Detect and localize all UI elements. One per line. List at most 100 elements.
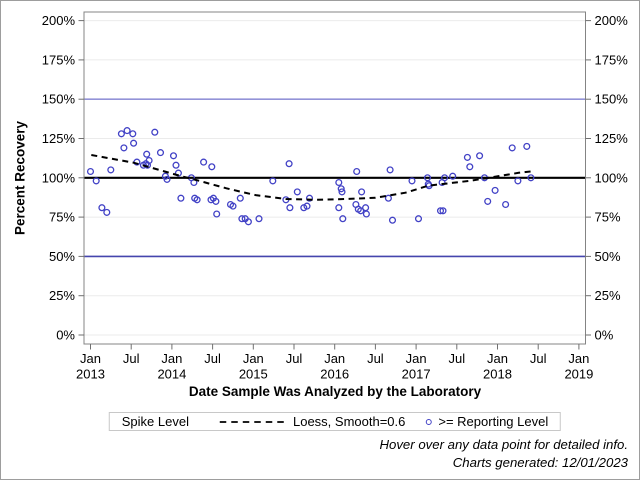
scatter-point[interactable] [156,149,165,157]
y-tick-label-right: 75% [595,210,621,225]
scatter-point[interactable] [357,207,365,215]
scatter-point[interactable] [449,172,457,180]
y-tick-label: 25% [49,288,75,303]
scatter-point[interactable] [335,178,343,187]
x-tick-year-label: 2019 [564,367,593,382]
scatter-point[interactable] [172,161,180,169]
scatter-point[interactable] [107,166,115,174]
y-tick-label-right: 150% [595,92,629,107]
y-tick-label-right: 100% [595,170,629,185]
y-tick-label: 50% [49,249,75,264]
scatter-point[interactable] [98,204,106,212]
scatter-point[interactable] [145,156,153,165]
scatter-point[interactable] [338,188,346,196]
scatter-point[interactable] [269,177,277,185]
scatter-point[interactable] [255,215,263,223]
scatter-point[interactable] [129,130,137,138]
scatter-point[interactable] [388,216,397,224]
scatter-point[interactable] [441,174,449,182]
scatter-point[interactable] [384,194,392,202]
circle-marker-icon [425,418,432,425]
scatter-point[interactable] [169,152,178,160]
legend-title: Spike Level [121,414,189,429]
x-tick-label: Jul [530,351,547,366]
x-tick-label: Jul [123,351,140,366]
scatter-point[interactable] [303,202,311,210]
scatter-point[interactable] [293,188,301,196]
scatter-point[interactable] [502,200,510,209]
scatter-point[interactable] [527,174,535,182]
footnote-generated: Charts generated: 12/01/2023 [452,454,628,470]
x-tick-label: Jan [161,351,182,366]
x-tick-year-label: 2015 [239,367,268,382]
scatter-point[interactable] [193,196,201,204]
y-tick-label: 175% [42,52,76,67]
scatter-point[interactable] [213,210,221,218]
scatter-point[interactable] [103,208,111,216]
y-tick-label-right: 125% [595,131,629,146]
x-tick-year-label: 2017 [402,367,431,382]
scatter-point[interactable] [353,167,361,176]
scatter-point[interactable] [335,204,343,212]
scatter-point[interactable] [491,186,499,194]
scatter-point[interactable] [362,204,370,212]
y-tick-label: 200% [42,13,76,28]
x-tick-label: Jan [80,351,101,366]
legend-item-label: Loess, Smooth=0.6 [292,414,406,429]
scatter-point[interactable] [339,215,347,223]
x-axis-title: Date Sample Was Analyzed by the Laborato… [188,384,482,399]
scatter-point[interactable] [463,153,471,161]
x-tick-label: Jul [286,351,303,366]
loess-curve [91,154,532,201]
x-tick-year-label: 2016 [320,367,349,382]
y-axis-title: Percent Recovery [12,120,28,236]
dashed-line-icon [219,420,284,423]
scatter-point[interactable] [123,127,131,135]
scatter-point[interactable] [229,202,237,210]
scatter-point[interactable] [439,207,447,215]
scatter-point[interactable] [436,207,445,215]
scatter-point[interactable] [236,194,244,202]
scatter-point[interactable] [117,130,125,138]
scatter-point[interactable] [386,166,394,174]
scatter-point[interactable] [151,128,159,136]
scatter-point[interactable] [508,144,516,152]
scatter-point[interactable] [92,177,100,185]
y-tick-label-right: 50% [595,249,621,264]
scatter-point[interactable] [163,175,171,183]
scatter-point[interactable] [523,142,531,150]
scatter-point[interactable] [285,160,293,168]
x-tick-label: Jan [487,351,508,366]
scatter-point[interactable] [466,163,474,171]
y-tick-label-right: 25% [595,288,621,303]
scatter-point[interactable] [212,197,220,205]
y-tick-label: 75% [49,210,75,225]
scatter-point[interactable] [200,158,208,166]
scatter-point[interactable] [177,194,185,202]
scatter-point[interactable] [414,215,423,223]
scatter-point[interactable] [476,152,484,160]
footnote-hover: Hover over any data point for detailed i… [379,437,628,452]
scatter-point[interactable] [408,177,416,185]
scatter-point[interactable] [305,194,314,202]
scatter-point[interactable] [244,218,252,226]
legend: Spike Level Loess, Smooth=0.6 >= Reporti… [108,412,562,431]
x-tick-label: Jan [568,351,589,366]
scatter-point[interactable] [286,204,294,212]
scatter-point[interactable] [143,150,151,158]
scatter-point[interactable] [358,188,366,196]
footnotes: Hover over any data point for detailed i… [379,436,628,471]
scatter-point[interactable] [130,139,138,147]
x-tick-year-label: 2013 [76,367,105,382]
scatter-point[interactable] [514,177,522,185]
scatter-point[interactable] [337,185,345,193]
scatter-point[interactable] [86,167,95,176]
scatter-point[interactable] [362,210,370,218]
scatter-point[interactable] [120,144,128,152]
scatter-point[interactable] [238,215,246,223]
scatter-point[interactable] [208,163,216,171]
scatter-point[interactable] [484,197,492,205]
legend-item-loess: Loess, Smooth=0.6 [219,414,405,429]
